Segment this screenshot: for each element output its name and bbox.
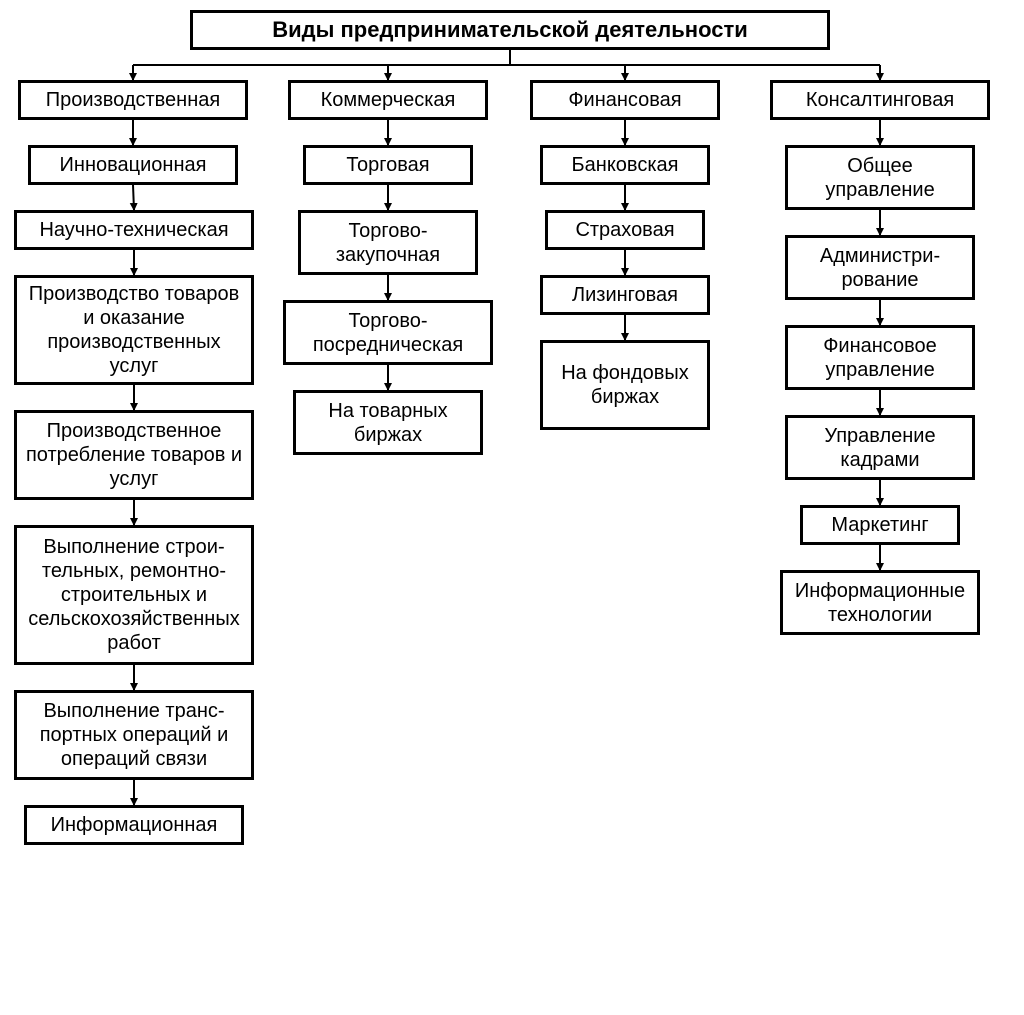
node-c4_5: Маркетинг bbox=[800, 505, 960, 545]
node-c3_1: Банковская bbox=[540, 145, 710, 185]
node-c2_1: Торговая bbox=[303, 145, 473, 185]
node-c1_4: Производственное потребление товаров и у… bbox=[14, 410, 254, 500]
node-c1_1: Инновационная bbox=[28, 145, 238, 185]
flowchart-diagram: Виды предпринимательской деятельности Про… bbox=[10, 10, 1014, 1005]
node-c2: Коммерческая bbox=[288, 80, 488, 120]
node-c1_7: Информационная bbox=[24, 805, 244, 845]
node-c4_4: Управление кадрами bbox=[785, 415, 975, 480]
node-c1_5: Выполнение строи­тельных, ремонтно-строи… bbox=[14, 525, 254, 665]
node-c4_6: Информацион­ные технологии bbox=[780, 570, 980, 635]
node-c1_2: Научно-техническая bbox=[14, 210, 254, 250]
node-c3_4: На фондовых биржах bbox=[540, 340, 710, 430]
node-c2_4: На товарных биржах bbox=[293, 390, 483, 455]
node-c1_6: Выполнение транс­портных операций и опер… bbox=[14, 690, 254, 780]
node-c4_2: Администри­рование bbox=[785, 235, 975, 300]
node-c3_2: Страховая bbox=[545, 210, 705, 250]
node-c4_3: Финансовое управление bbox=[785, 325, 975, 390]
node-c2_2: Торгово-закупочная bbox=[298, 210, 478, 275]
node-c1: Производственная bbox=[18, 80, 248, 120]
node-c3_3: Лизинговая bbox=[540, 275, 710, 315]
node-c4: Консалтинговая bbox=[770, 80, 990, 120]
node-c1_3: Производство товаров и оказание производ… bbox=[14, 275, 254, 385]
node-c4_1: Общее управление bbox=[785, 145, 975, 210]
node-c3: Финансовая bbox=[530, 80, 720, 120]
node-root: Виды предпринимательской деятельности bbox=[190, 10, 830, 50]
node-c2_3: Торгово-посредническая bbox=[283, 300, 493, 365]
